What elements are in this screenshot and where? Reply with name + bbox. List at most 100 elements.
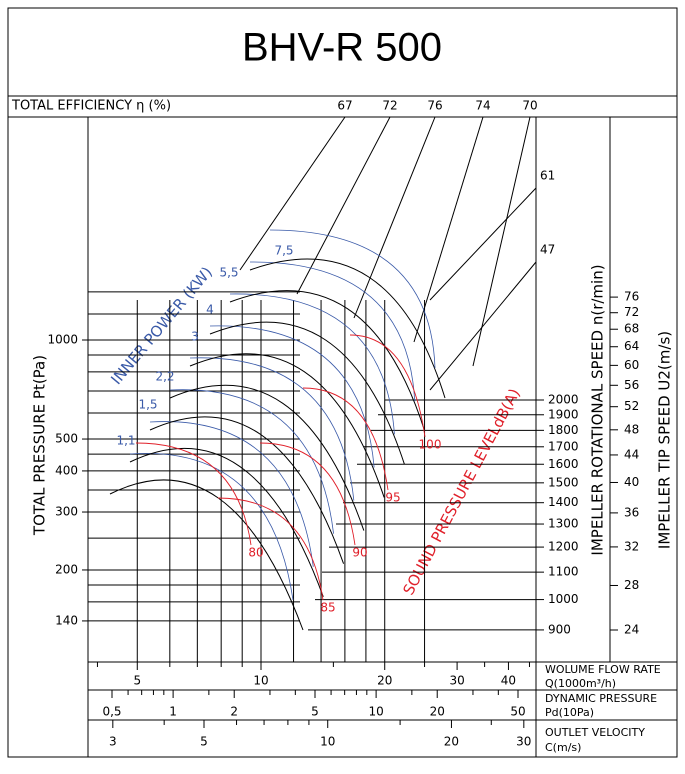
x-tick-label: 20	[430, 705, 445, 719]
power-curve	[249, 261, 416, 402]
sound-label: SOUND PRESSURE LEVELdB(A)	[399, 385, 523, 598]
x-tick-label: 2	[230, 705, 238, 719]
power-curve	[209, 325, 375, 468]
x-tick-label: 5	[200, 735, 208, 749]
power-curve	[149, 421, 314, 567]
speed-tick-label: 1900	[548, 407, 579, 421]
dp-unit: Pd(10Pa)	[545, 706, 594, 719]
power-value: 7,5	[274, 244, 293, 258]
efficiency-label: 74	[475, 99, 490, 113]
power-value: 1,1	[116, 434, 135, 448]
speed-tick-label: 1200	[548, 540, 579, 554]
x-tick-label: 5	[133, 674, 141, 688]
power-curve	[189, 357, 355, 501]
pressure-label: TOTAL PRESSURE Pt(Pa)	[31, 355, 49, 536]
fan-curve	[229, 290, 426, 432]
x-tick-label: 3	[109, 735, 117, 749]
y-tick-label: 140	[55, 613, 78, 627]
fan-curve	[249, 258, 446, 399]
tip-speed-label: IMPELLER TIP SPEED U2(m/s)	[656, 331, 674, 549]
x-tick-label: 40	[501, 674, 516, 688]
tip-tick-label: 60	[624, 358, 639, 372]
dp-label: DYNAMIC PRESSURE	[545, 692, 657, 705]
tip-tick-label: 36	[624, 505, 639, 519]
power-curve	[269, 229, 436, 369]
sound-value: 90	[352, 546, 367, 560]
power-value: 5,5	[219, 266, 238, 280]
sound-curve	[259, 442, 356, 546]
tip-tick-label: 68	[624, 322, 639, 336]
tip-tick-label: 24	[624, 623, 639, 637]
sound-value: 100	[419, 438, 442, 452]
x-tick-label: 10	[253, 674, 268, 688]
x-tick-label: 0,5	[102, 705, 121, 719]
y-tick-label: 1000	[47, 333, 78, 347]
fan-curve	[209, 321, 405, 465]
speed-tick-label: 1100	[548, 565, 579, 579]
x-tick-label: 20	[444, 735, 459, 749]
efficiency-line	[429, 187, 537, 301]
efficiency-label: 76	[427, 99, 442, 113]
speed-tick-label: 2000	[548, 393, 579, 407]
efficiency-line	[239, 116, 346, 271]
efficiency-line	[413, 116, 484, 343]
tip-tick-label: 48	[624, 422, 639, 436]
speed-tick-label: 1000	[548, 592, 579, 606]
flow-label: WOLUME FLOW RATE	[545, 663, 661, 676]
y-tick-label: 500	[55, 432, 78, 446]
speed-tick-label: 900	[548, 622, 571, 636]
x-tick-label: 20	[377, 674, 392, 688]
x-tick-label: 10	[368, 705, 383, 719]
sound-curve	[302, 387, 389, 491]
sound-value: 85	[320, 601, 335, 615]
frame	[7, 7, 678, 758]
x-tick-label: 30	[449, 674, 464, 688]
fan-curve	[129, 447, 324, 598]
efficiency-side-label: 61	[540, 169, 555, 183]
velocity-label: OUTLET VELOCITY	[545, 726, 645, 739]
efficiency-label: TOTAL EFFICIENCY η (%)	[11, 99, 171, 114]
x-tick-label: 1	[169, 705, 177, 719]
x-tick-label: 30	[516, 735, 531, 749]
sound-value: 95	[385, 491, 400, 505]
sound-curve	[217, 497, 324, 601]
fan-curve	[169, 384, 365, 531]
tip-tick-label: 40	[624, 475, 639, 489]
speed-tick-label: 1700	[548, 439, 579, 453]
fan-curve	[189, 353, 385, 498]
speed-tick-label: 1300	[548, 517, 579, 531]
sound-curve	[135, 442, 252, 546]
tip-tick-label: 32	[624, 539, 639, 553]
speed-tick-label: 1800	[548, 423, 579, 437]
tip-tick-label: 64	[624, 339, 639, 353]
power-curve	[229, 293, 395, 435]
sound-value: 80	[248, 546, 263, 560]
tip-tick-label: 76	[624, 290, 639, 304]
flow-unit: Q(1000m³/h)	[545, 677, 616, 690]
speed-tick-label: 1600	[548, 457, 579, 471]
x-tick-label: 50	[510, 705, 525, 719]
efficiency-side-label: 47	[540, 243, 555, 257]
y-tick-label: 400	[55, 463, 78, 477]
efficiency-label: 70	[522, 99, 537, 113]
tip-tick-label: 28	[624, 578, 639, 592]
power-value: 3	[191, 330, 199, 344]
efficiency-line	[296, 116, 391, 295]
fan-curve	[109, 479, 304, 631]
title: BHV-R 500	[242, 26, 442, 70]
x-tick-label: 5	[311, 705, 319, 719]
power-value: 4	[206, 303, 214, 317]
tip-tick-label: 56	[624, 378, 639, 392]
efficiency-line	[429, 261, 537, 391]
efficiency-line	[472, 116, 531, 367]
tip-tick-label: 52	[624, 399, 639, 413]
x-tick-label: 10	[320, 735, 335, 749]
velocity-unit: C(m/s)	[545, 741, 581, 754]
efficiency-label: 67	[337, 99, 352, 113]
speed-tick-label: 1400	[548, 495, 579, 509]
efficiency-line	[353, 116, 436, 319]
power-curve	[129, 452, 294, 601]
power-curve	[169, 389, 334, 534]
tip-tick-label: 44	[624, 447, 639, 461]
